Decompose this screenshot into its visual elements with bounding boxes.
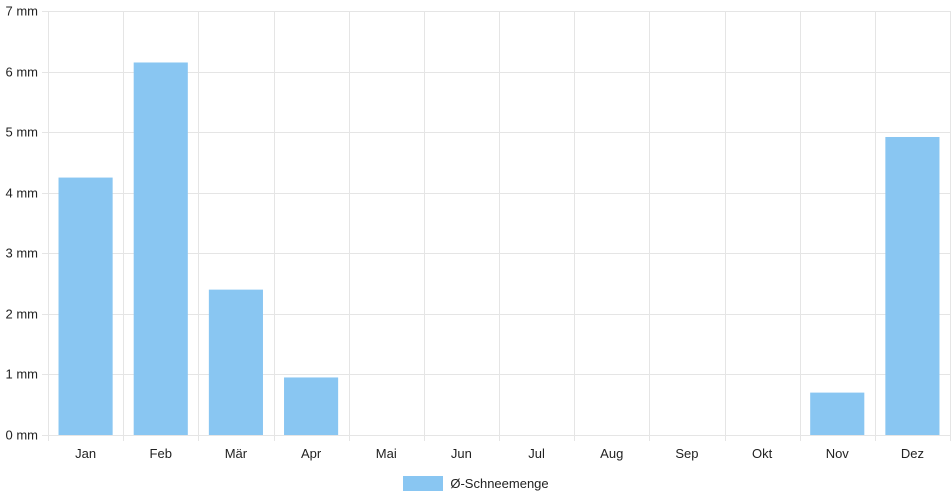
x-tick-label: Dez — [901, 446, 924, 461]
x-tick-label: Jan — [75, 446, 96, 461]
y-tick-label: 3 mm — [6, 246, 39, 261]
legend-swatch — [403, 475, 444, 491]
legend-label: Ø-Schneemenge — [450, 475, 549, 491]
y-tick-label: 7 mm — [6, 4, 39, 19]
bar[interactable] — [58, 177, 113, 436]
bar[interactable] — [133, 62, 188, 435]
y-tick-label: 1 mm — [6, 367, 39, 382]
x-tick-label: Nov — [826, 446, 850, 461]
bar[interactable] — [208, 289, 263, 435]
y-tick-label: 4 mm — [6, 186, 39, 201]
x-tick-label: Apr — [301, 446, 322, 461]
x-tick-label: Okt — [752, 446, 773, 461]
y-tick-label: 0 mm — [6, 428, 39, 443]
bar[interactable] — [284, 377, 339, 435]
grid-lines — [42, 11, 951, 441]
bar-series — [58, 62, 940, 436]
bar-chart: 0 mm 1 mm 2 mm 3 mm 4 mm 5 mm 6 mm 7 mm Jan Feb M… — [6, 4, 951, 461]
bar[interactable] — [810, 392, 865, 435]
y-tick-label: 2 mm — [6, 307, 39, 322]
x-tick-label: Feb — [150, 446, 172, 461]
x-tick-label: Sep — [675, 446, 698, 461]
y-tick-label: 6 mm — [6, 65, 39, 80]
legend[interactable]: Ø-Schneemenge — [0, 472, 952, 494]
y-tick-label: 5 mm — [6, 125, 39, 140]
y-axis: 0 mm 1 mm 2 mm 3 mm 4 mm 5 mm 6 mm 7 mm — [6, 4, 39, 443]
x-tick-label: Jun — [451, 446, 472, 461]
x-tick-label: Aug — [600, 446, 623, 461]
x-tick-label: Mai — [376, 446, 397, 461]
bar[interactable] — [885, 136, 940, 435]
x-tick-label: Mär — [225, 446, 248, 461]
x-tick-label: Jul — [528, 446, 545, 461]
x-axis: Jan Feb Mär Apr Mai Jun Jul Aug Sep Okt Nov Dez — [75, 446, 924, 461]
